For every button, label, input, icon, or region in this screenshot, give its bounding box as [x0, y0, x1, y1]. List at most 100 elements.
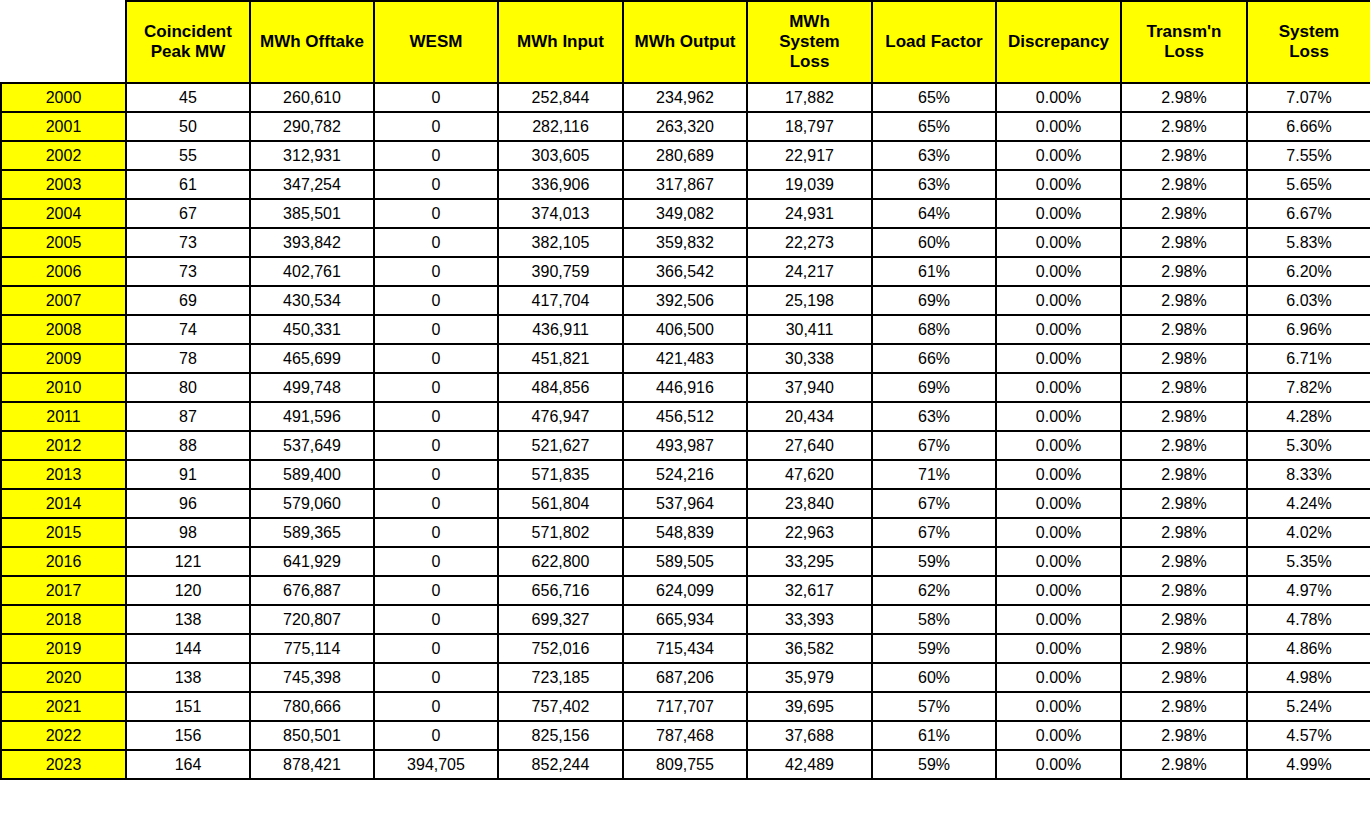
table-cell: 30,411: [747, 315, 872, 344]
table-cell: 312,931: [250, 141, 374, 170]
table-cell: 0: [374, 141, 498, 170]
table-row: 2014 96 579,060 0 561,804 537,964 23,840…: [1, 489, 1370, 518]
table-cell: 0.00%: [996, 83, 1121, 112]
table-row: 2002 55 312,931 0 303,605 280,689 22,917…: [1, 141, 1370, 170]
table-cell: 392,506: [623, 286, 747, 315]
table-cell: 0.00%: [996, 199, 1121, 228]
table-cell: 0.00%: [996, 634, 1121, 663]
table-cell: 120: [126, 576, 250, 605]
table-cell: 780,666: [250, 692, 374, 721]
table-cell: 96: [126, 489, 250, 518]
table-cell: 451,821: [498, 344, 623, 373]
table-row: 2010 80 499,748 0 484,856 446,916 37,940…: [1, 373, 1370, 402]
table-cell: 687,206: [623, 663, 747, 692]
table-cell: 2.98%: [1121, 547, 1247, 576]
row-year-label: 2017: [1, 576, 126, 605]
table-cell: 0: [374, 663, 498, 692]
table-row: 2015 98 589,365 0 571,802 548,839 22,963…: [1, 518, 1370, 547]
table-cell: 7.82%: [1247, 373, 1370, 402]
table-cell: 5.35%: [1247, 547, 1370, 576]
table-cell: 252,844: [498, 83, 623, 112]
row-year-label: 2004: [1, 199, 126, 228]
row-year-label: 2006: [1, 257, 126, 286]
table-cell: 745,398: [250, 663, 374, 692]
table-cell: 71%: [872, 460, 996, 489]
table-cell: 450,331: [250, 315, 374, 344]
table-cell: 2.98%: [1121, 518, 1247, 547]
table-cell: 67: [126, 199, 250, 228]
table-cell: 5.24%: [1247, 692, 1370, 721]
table-cell: 151: [126, 692, 250, 721]
header-row: Coincident Peak MW MWh Offtake WESM MWh …: [1, 1, 1370, 83]
table-cell: 622,800: [498, 547, 623, 576]
row-year-label: 2015: [1, 518, 126, 547]
table-cell: 2.98%: [1121, 344, 1247, 373]
table-cell: 757,402: [498, 692, 623, 721]
table-cell: 61%: [872, 257, 996, 286]
table-row: 2012 88 537,649 0 521,627 493,987 27,640…: [1, 431, 1370, 460]
table-cell: 850,501: [250, 721, 374, 750]
table-cell: 260,610: [250, 83, 374, 112]
table-cell: 144: [126, 634, 250, 663]
table-cell: 752,016: [498, 634, 623, 663]
table-cell: 25,198: [747, 286, 872, 315]
table-cell: 2.98%: [1121, 228, 1247, 257]
table-cell: 138: [126, 663, 250, 692]
table-cell: 2.98%: [1121, 576, 1247, 605]
table-cell: 4.28%: [1247, 402, 1370, 431]
table-row: 2016 121 641,929 0 622,800 589,505 33,29…: [1, 547, 1370, 576]
table-cell: 0: [374, 257, 498, 286]
table-cell: 35,979: [747, 663, 872, 692]
table-cell: 2.98%: [1121, 257, 1247, 286]
row-year-label: 2019: [1, 634, 126, 663]
energy-data-table: Coincident Peak MW MWh Offtake WESM MWh …: [0, 0, 1370, 780]
table-row: 2007 69 430,534 0 417,704 392,506 25,198…: [1, 286, 1370, 315]
table-cell: 374,013: [498, 199, 623, 228]
table-cell: 263,320: [623, 112, 747, 141]
table-cell: 4.86%: [1247, 634, 1370, 663]
table-cell: 0.00%: [996, 286, 1121, 315]
table-cell: 18,797: [747, 112, 872, 141]
table-row: 2001 50 290,782 0 282,116 263,320 18,797…: [1, 112, 1370, 141]
table-cell: 290,782: [250, 112, 374, 141]
table-cell: 88: [126, 431, 250, 460]
table-cell: 63%: [872, 170, 996, 199]
table-row: 2018 138 720,807 0 699,327 665,934 33,39…: [1, 605, 1370, 634]
table-cell: 164: [126, 750, 250, 779]
table-cell: 20,434: [747, 402, 872, 431]
col-header-load-factor: Load Factor: [872, 1, 996, 83]
table-cell: 571,802: [498, 518, 623, 547]
table-cell: 720,807: [250, 605, 374, 634]
table-cell: 64%: [872, 199, 996, 228]
table-cell: 4.24%: [1247, 489, 1370, 518]
table-cell: 2.98%: [1121, 199, 1247, 228]
table-cell: 775,114: [250, 634, 374, 663]
row-year-label: 2021: [1, 692, 126, 721]
table-cell: 0: [374, 373, 498, 402]
table-cell: 349,082: [623, 199, 747, 228]
table-cell: 2.98%: [1121, 170, 1247, 199]
table-cell: 0.00%: [996, 721, 1121, 750]
table-cell: 2.98%: [1121, 83, 1247, 112]
table-cell: 0.00%: [996, 257, 1121, 286]
row-year-label: 2007: [1, 286, 126, 315]
table-cell: 156: [126, 721, 250, 750]
table-cell: 68%: [872, 315, 996, 344]
table-cell: 6.71%: [1247, 344, 1370, 373]
table-cell: 2.98%: [1121, 721, 1247, 750]
table-cell: 0: [374, 344, 498, 373]
table-cell: 0.00%: [996, 576, 1121, 605]
row-year-label: 2002: [1, 141, 126, 170]
table-row: 2008 74 450,331 0 436,911 406,500 30,411…: [1, 315, 1370, 344]
table-cell: 61: [126, 170, 250, 199]
table-cell: 2.98%: [1121, 373, 1247, 402]
table-cell: 39,695: [747, 692, 872, 721]
table-cell: 436,911: [498, 315, 623, 344]
table-cell: 0: [374, 83, 498, 112]
table-cell: 63%: [872, 402, 996, 431]
col-header-mwh-system-loss: MWh System Loss: [747, 1, 872, 83]
table-cell: 67%: [872, 489, 996, 518]
table-cell: 715,434: [623, 634, 747, 663]
table-cell: 19,039: [747, 170, 872, 199]
table-cell: 67%: [872, 431, 996, 460]
